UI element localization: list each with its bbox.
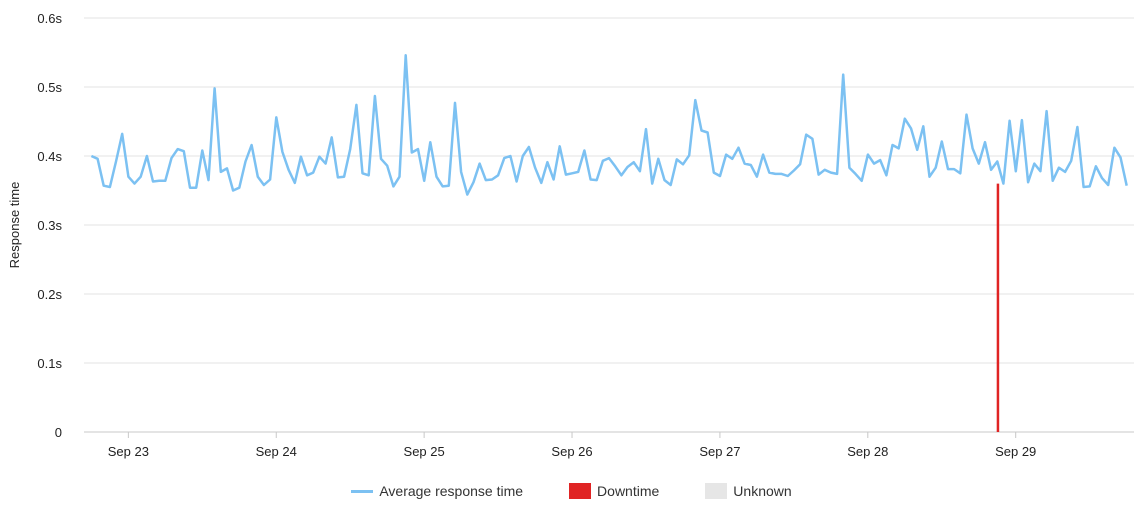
chart-legend: Average response time Downtime Unknown [0,483,1143,499]
x-tick-label: Sep 29 [995,444,1036,459]
y-tick-label: 0.1s [37,356,62,371]
y-axis-tick-labels: 0 0.1s 0.2s 0.3s 0.4s 0.5s 0.6s [37,11,62,440]
legend-box-swatch [569,483,592,499]
y-tick-label: 0.6s [37,11,62,26]
y-tick-label: 0.5s [37,80,62,95]
y-tick-label: 0 [55,425,62,440]
legend-box-swatch [705,483,728,499]
x-axis: Sep 23 Sep 24 Sep 25 Sep 26 Sep 27 Sep 28 Sep … [108,432,1036,459]
x-tick-label: Sep 25 [404,444,445,459]
legend-item-unknown[interactable]: Unknown [705,483,792,499]
x-tick-label: Sep 23 [108,444,149,459]
response-time-chart: 00.1s0.2s0.3s0.4s0.5s0.6s Sep 23 Sep 24 Se… [7,11,1134,459]
y-tick-label: 0.4s [37,149,62,164]
x-tick-label: Sep 26 [551,444,592,459]
legend-label: Downtime [597,483,660,499]
x-tick-label: Sep 24 [256,444,297,459]
average-response-time-line [90,54,1128,196]
x-tick-label: Sep 27 [699,444,740,459]
legend-item-average-response-time[interactable]: Average response time [351,483,523,499]
y-tick-label: 0.2s [37,287,62,302]
y-axis-title: Response time [7,182,22,269]
legend-label: Unknown [733,483,792,499]
y-tick-label: 0.3s [37,218,62,233]
legend-line-swatch [351,489,374,493]
grid-lines [84,17,1134,433]
x-tick-label: Sep 28 [847,444,888,459]
legend-label: Average response time [379,483,524,499]
legend-item-downtime[interactable]: Downtime [569,483,659,499]
